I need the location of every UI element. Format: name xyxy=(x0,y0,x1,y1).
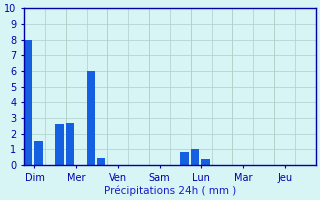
X-axis label: Précipitations 24h ( mm ): Précipitations 24h ( mm ) xyxy=(104,185,236,196)
Bar xyxy=(191,149,199,165)
Bar xyxy=(35,141,43,165)
Bar xyxy=(87,71,95,165)
Bar xyxy=(55,124,64,165)
Bar xyxy=(24,40,32,165)
Bar xyxy=(201,159,210,165)
Bar xyxy=(97,158,105,165)
Bar xyxy=(66,123,74,165)
Bar xyxy=(180,152,189,165)
